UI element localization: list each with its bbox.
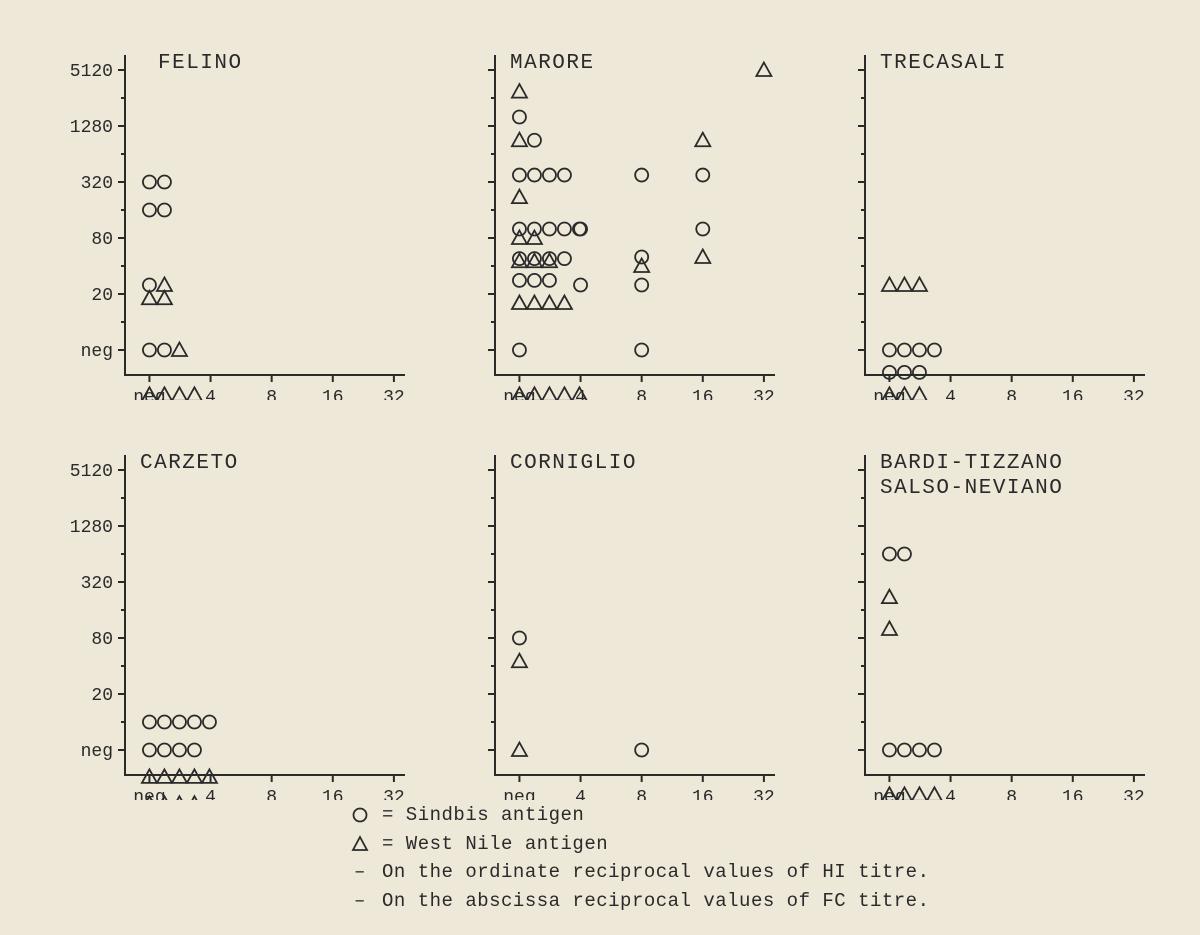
chart-panel: TRECASALIneg481632 [790,30,1150,400]
chart-panel: FELINOneg208032012805120neg481632 [50,30,410,400]
svg-text:8: 8 [1006,788,1017,800]
svg-text:1280: 1280 [70,118,113,138]
svg-text:8: 8 [1006,388,1017,400]
svg-text:16: 16 [1062,388,1084,400]
svg-text:20: 20 [91,686,113,706]
svg-text:CORNIGLIO: CORNIGLIO [510,452,637,475]
svg-text:16: 16 [322,388,344,400]
dash-icon: – [350,887,370,916]
chart-panel: BARDI-TIZZANOSALSO-NEVIANOneg481632 [790,430,1150,800]
svg-text:32: 32 [753,788,775,800]
svg-text:1280: 1280 [70,518,113,538]
svg-text:4: 4 [945,388,956,400]
svg-text:neg: neg [81,742,113,762]
svg-text:BARDI-TIZZANO: BARDI-TIZZANO [880,452,1063,475]
svg-text:8: 8 [266,388,277,400]
chart-grid: FELINO neg 20 80 320 1280 5120 neg 4 8 16 32 MARORE n… [50,30,1150,800]
legend: = Sindbis antigen = West Nile antigen – … [350,801,930,915]
svg-text:TRECASALI: TRECASALI [880,52,1007,75]
chart-panel: CORNIGLIO neg 4 8 16 32 [420,430,780,800]
svg-text:8: 8 [266,788,277,800]
svg-text:4: 4 [205,788,216,800]
svg-text:MARORE: MARORE [510,52,595,75]
legend-westnile: = West Nile antigen [382,830,608,859]
svg-text:SALSO-NEVIANO: SALSO-NEVIANO [880,477,1063,500]
legend-abscissa: On the abscissa reciprocal values of FC … [382,887,930,916]
svg-text:8: 8 [636,388,647,400]
svg-text:16: 16 [1062,788,1084,800]
svg-text:4: 4 [205,388,216,400]
svg-text:CARZETO: CARZETO [140,452,239,475]
svg-text:neg: neg [503,788,535,800]
svg-text:320: 320 [81,574,113,594]
svg-text:8: 8 [636,788,647,800]
svg-text:20: 20 [91,286,113,306]
svg-text:5120: 5120 [70,462,113,482]
chart-panel: CARZETO neg 20 80 320 1280 5120 neg 4 8 16 32 [50,430,410,800]
svg-text:5120: 5120 [70,62,113,82]
svg-text:4: 4 [575,788,586,800]
svg-text:16: 16 [692,388,714,400]
svg-text:FELINO: FELINO [158,52,243,75]
svg-text:16: 16 [692,788,714,800]
svg-text:4: 4 [945,788,956,800]
svg-text:80: 80 [91,630,113,650]
svg-text:32: 32 [383,788,405,800]
svg-text:32: 32 [1123,788,1145,800]
dash-icon: – [350,858,370,887]
svg-text:320: 320 [81,174,113,194]
svg-text:neg: neg [133,788,165,800]
svg-text:32: 32 [383,388,405,400]
legend-sindbis: = Sindbis antigen [382,801,584,830]
svg-text:32: 32 [753,388,775,400]
svg-text:neg: neg [81,342,113,362]
svg-text:32: 32 [1123,388,1145,400]
svg-text:80: 80 [91,230,113,250]
legend-ordinate: On the ordinate reciprocal values of HI … [382,858,930,887]
svg-text:16: 16 [322,788,344,800]
chart-panel: MAROREneg481632 [420,30,780,400]
